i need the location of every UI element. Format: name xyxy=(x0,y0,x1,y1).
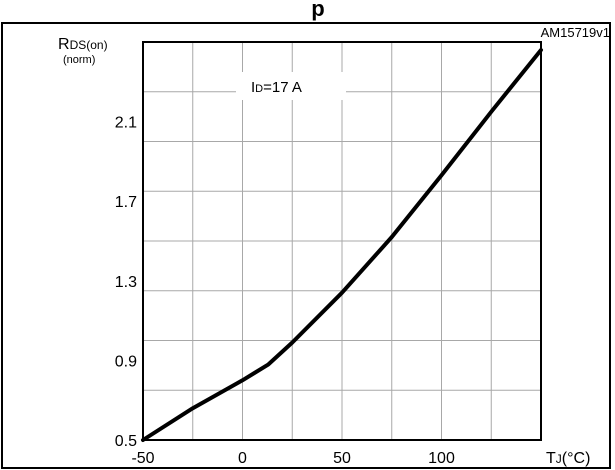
y-tick-label: 0.9 xyxy=(115,353,137,370)
x-tick-label: 0 xyxy=(238,450,247,467)
chart-title-fragment: p xyxy=(311,0,324,21)
grid xyxy=(143,42,541,440)
y-tick-label: 1.7 xyxy=(115,194,137,211)
series-group xyxy=(141,48,543,442)
annotation-background xyxy=(236,72,346,100)
y-axis-unit: (norm) xyxy=(63,54,95,66)
x-tick-labels: -50 0 50 100 xyxy=(131,450,455,467)
y-tick-labels: 0.5 0.9 1.3 1.7 2.1 xyxy=(115,115,137,450)
x-tick-label: 100 xyxy=(428,450,455,467)
rds-on-curve xyxy=(141,48,543,442)
y-tick-label: 0.5 xyxy=(115,433,137,450)
x-tick-label: -50 xyxy=(131,450,154,467)
drain-current-annotation: ID=17 A xyxy=(251,79,302,96)
figure-code: AM15719v1 xyxy=(541,25,610,40)
plot-border xyxy=(142,41,542,441)
y-tick-label: 2.1 xyxy=(115,115,137,132)
y-tick-label: 1.3 xyxy=(115,274,137,291)
y-axis-label: RDS(on) xyxy=(58,36,108,53)
outer-frame xyxy=(1,22,611,469)
x-tick-label: 50 xyxy=(333,450,351,467)
x-axis-label: TJ(°C) xyxy=(546,450,590,467)
